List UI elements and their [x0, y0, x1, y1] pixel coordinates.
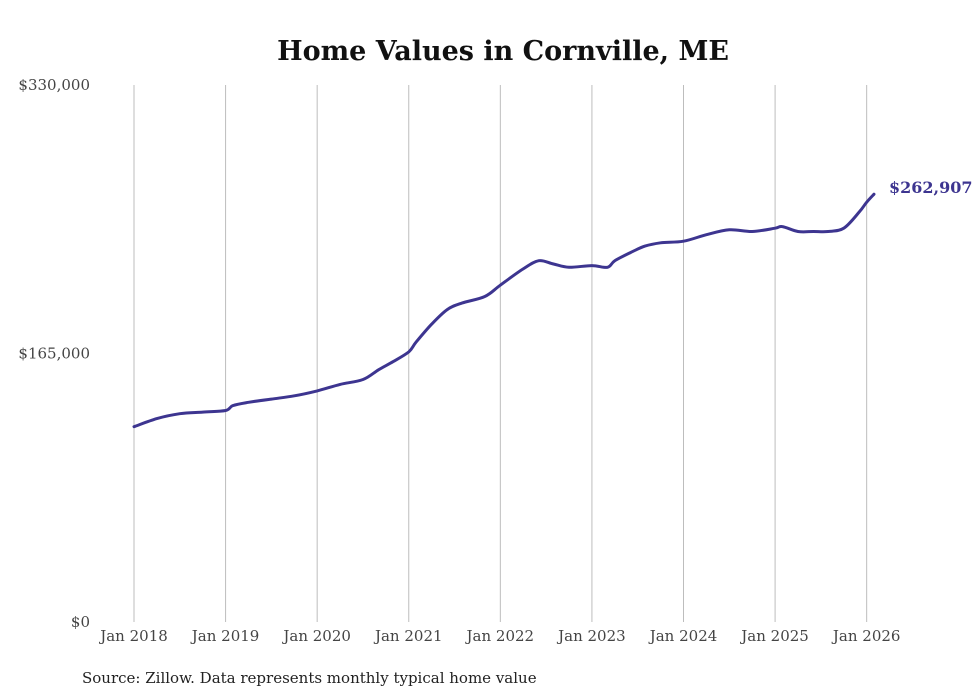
x-tick-label: Jan 2018: [98, 627, 168, 645]
x-tick-label: Jan 2022: [465, 627, 535, 645]
y-axis-ticks: $0 $165,000 $330,000: [18, 76, 90, 631]
source-note: Source: Zillow. Data represents monthly …: [82, 669, 537, 687]
x-tick-label: Jan 2026: [831, 627, 901, 645]
x-tick-label: Jan 2019: [190, 627, 260, 645]
chart-title: Home Values in Cornville, ME: [277, 36, 729, 67]
y-tick-label: $330,000: [18, 76, 90, 94]
x-tick-label: Jan 2020: [281, 627, 351, 645]
end-value-label: $262,907: [889, 178, 973, 197]
gridlines: [133, 85, 868, 622]
x-tick-label: Jan 2021: [373, 627, 443, 645]
y-tick-label: $0: [71, 613, 90, 631]
x-axis-ticks: Jan 2018 Jan 2019 Jan 2020 Jan 2021 Jan 2022…: [98, 627, 900, 645]
x-tick-label: Jan 2023: [556, 627, 626, 645]
y-tick-label: $165,000: [18, 345, 90, 363]
x-tick-label: Jan 2024: [648, 627, 718, 645]
series-line-home-value: [132, 192, 876, 429]
x-tick-label: Jan 2025: [739, 627, 809, 645]
